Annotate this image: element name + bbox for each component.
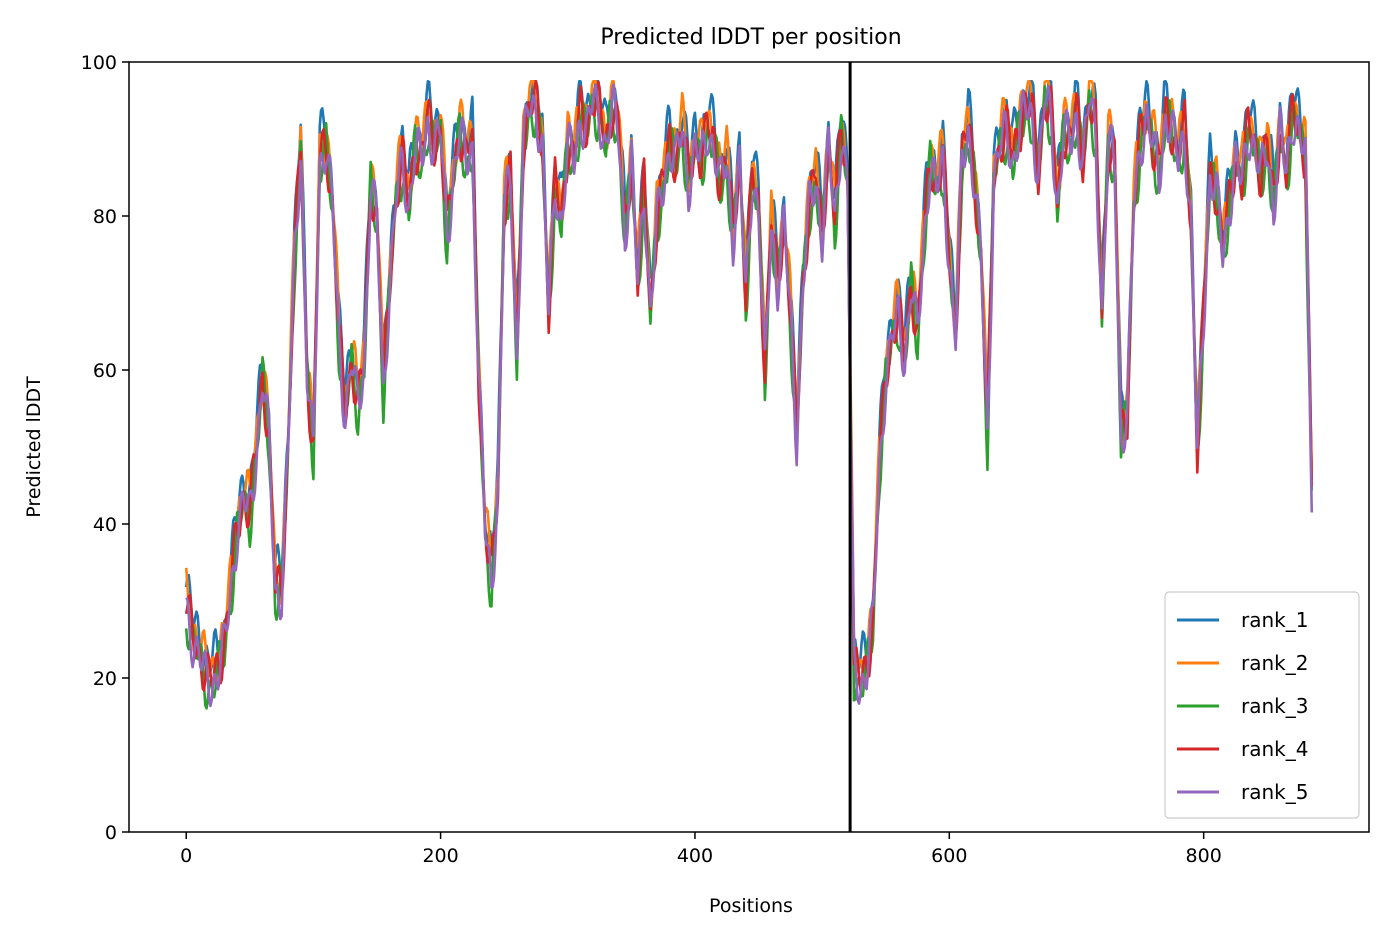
x-tick-label: 400 [677, 845, 713, 867]
y-axis-label: Predicted lDDT [23, 376, 45, 518]
y-tick-label: 0 [105, 822, 117, 844]
legend-label-rank_2: rank_2 [1241, 651, 1308, 675]
x-tick-label: 600 [931, 845, 967, 867]
legend: rank_1 rank_2 rank_3 rank_4 rank_5 [1164, 591, 1360, 819]
legend-label-rank_4: rank_4 [1241, 737, 1308, 761]
y-tick-label: 20 [93, 668, 117, 690]
legend-label-rank_5: rank_5 [1241, 780, 1308, 804]
y-tick-label: 40 [93, 514, 117, 536]
x-axis: 0 200 400 600 800 [180, 832, 1222, 867]
x-axis-label: Positions [709, 895, 793, 917]
x-tick-label: 800 [1186, 845, 1222, 867]
x-tick-label: 0 [180, 845, 192, 867]
x-tick-label: 200 [422, 845, 458, 867]
series-line-rank_5 [185, 83, 1314, 708]
legend-label-rank_3: rank_3 [1241, 694, 1308, 718]
y-axis: 0 20 40 60 80 100 [81, 52, 129, 844]
series-line-rank_4 [184, 79, 1314, 692]
y-tick-label: 80 [93, 206, 117, 228]
chart-title: Predicted lDDT per position [600, 25, 901, 50]
y-tick-label: 100 [81, 52, 117, 74]
y-tick-label: 60 [93, 360, 117, 382]
series-layer [184, 79, 1314, 710]
series-line-rank_3 [184, 84, 1314, 710]
legend-label-rank_1: rank_1 [1241, 608, 1308, 632]
plot-frame [128, 61, 1370, 833]
legend-box [1164, 591, 1360, 819]
